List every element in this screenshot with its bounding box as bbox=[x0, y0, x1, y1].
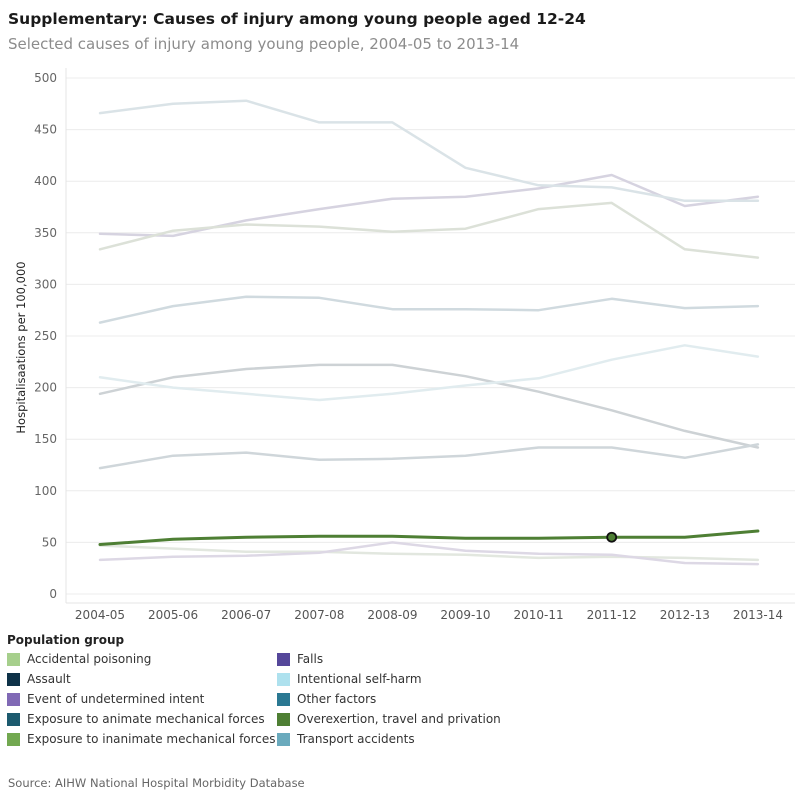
legend-item[interactable]: Other factors bbox=[277, 691, 547, 707]
x-tick-label: 2010-11 bbox=[514, 608, 564, 622]
y-axis-title: Hospitalisaations per 100,000 bbox=[14, 261, 28, 433]
series-line-transport-accidents bbox=[98, 99, 760, 203]
legend-label: Transport accidents bbox=[297, 732, 415, 746]
y-tick-label: 0 bbox=[49, 587, 57, 601]
x-tick-label: 2013-14 bbox=[733, 608, 783, 622]
legend-item[interactable]: Event of undetermined intent bbox=[7, 691, 277, 707]
legend-swatch bbox=[277, 652, 290, 666]
legend-swatch bbox=[7, 652, 20, 666]
series-line-overexertion-travel-and-privation bbox=[98, 529, 760, 546]
legend-swatch bbox=[277, 672, 290, 686]
y-tick-label: 100 bbox=[34, 484, 57, 498]
x-tick-label: 2007-08 bbox=[294, 608, 344, 622]
legend-item[interactable]: Overexertion, travel and privation bbox=[277, 711, 547, 727]
source-note: Source: AIHW National Hospital Morbidity… bbox=[8, 776, 305, 790]
legend-label: Intentional self-harm bbox=[297, 672, 422, 686]
series-line-other-factors bbox=[98, 295, 760, 324]
y-tick-label: 400 bbox=[34, 174, 57, 188]
x-tick-label: 2009-10 bbox=[440, 608, 490, 622]
line-chart: 0 50 100 150 200 250 300 350 400 450 500 2004-05 200… bbox=[14, 68, 795, 622]
legend-swatch bbox=[7, 732, 20, 746]
series-line-intentional-self-harm bbox=[98, 344, 760, 402]
legend-swatch bbox=[7, 672, 20, 686]
series-line-exposure-to-animate-mechanical-forces bbox=[98, 443, 760, 470]
x-tick-label: 2005-06 bbox=[148, 608, 198, 622]
legend-swatch bbox=[277, 692, 290, 706]
chart-subtitle: Selected causes of injury among young pe… bbox=[8, 35, 520, 53]
legend-item[interactable]: Intentional self-harm bbox=[277, 671, 547, 687]
x-tick-label: 2011-12 bbox=[587, 608, 637, 622]
legend-swatch bbox=[7, 692, 20, 706]
y-tick-label: 350 bbox=[34, 226, 57, 240]
legend-item[interactable]: Exposure to inanimate mechanical forces bbox=[7, 731, 277, 747]
y-tick-label: 450 bbox=[34, 123, 57, 137]
legend-label: Exposure to animate mechanical forces bbox=[27, 712, 265, 726]
y-tick-label: 50 bbox=[42, 535, 57, 549]
legend-item[interactable]: Transport accidents bbox=[277, 731, 547, 747]
legend-title: Population group bbox=[7, 633, 125, 647]
legend-item[interactable]: Exposure to animate mechanical forces bbox=[7, 711, 277, 727]
series-line-event-of-undetermined-intent bbox=[98, 541, 760, 566]
legend-label: Other factors bbox=[297, 692, 377, 706]
legend-item[interactable]: Assault bbox=[7, 671, 277, 687]
legend-item[interactable]: Falls bbox=[277, 651, 547, 667]
legend-swatch bbox=[277, 712, 290, 726]
legend-label: Exposure to inanimate mechanical forces bbox=[27, 732, 276, 746]
legend-item[interactable]: Accidental poisoning bbox=[7, 651, 277, 667]
x-tick-label: 2006-07 bbox=[221, 608, 271, 622]
series-line-assault bbox=[98, 363, 760, 449]
series-line-falls bbox=[98, 173, 760, 238]
y-tick-label: 300 bbox=[34, 277, 57, 291]
chart-title: Supplementary: Causes of injury among yo… bbox=[8, 10, 586, 28]
highlighted-data-point bbox=[606, 531, 618, 543]
x-tick-label: 2012-13 bbox=[660, 608, 710, 622]
x-tick-label: 2008-09 bbox=[367, 608, 417, 622]
series-line-exposure-to-inanimate-mechanical-forces bbox=[98, 201, 760, 259]
series-line-accidental-poisoning bbox=[98, 544, 760, 562]
legend-label: Accidental poisoning bbox=[27, 652, 152, 666]
y-tick-label: 150 bbox=[34, 432, 57, 446]
legend-swatch bbox=[7, 712, 20, 726]
legend: Population group Accidental poisoning Fa… bbox=[7, 633, 567, 747]
y-tick-label: 200 bbox=[34, 381, 57, 395]
legend-label: Assault bbox=[27, 672, 71, 686]
x-tick-label: 2004-05 bbox=[75, 608, 125, 622]
y-tick-label: 500 bbox=[34, 71, 57, 85]
legend-grid: Accidental poisoning Falls Assault Inten… bbox=[7, 651, 567, 747]
legend-label: Falls bbox=[297, 652, 324, 666]
legend-swatch bbox=[277, 732, 290, 746]
y-tick-label: 250 bbox=[34, 329, 57, 343]
legend-label: Overexertion, travel and privation bbox=[297, 712, 501, 726]
legend-label: Event of undetermined intent bbox=[27, 692, 205, 706]
